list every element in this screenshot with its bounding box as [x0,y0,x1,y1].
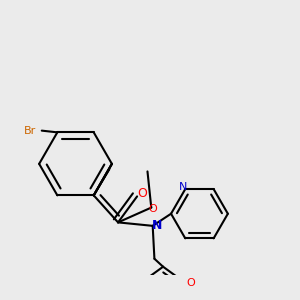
Text: Br: Br [24,126,37,136]
Text: O: O [148,204,158,214]
Text: O: O [137,187,147,200]
Text: N: N [179,182,188,192]
Text: O: O [186,278,195,288]
Text: N: N [152,219,162,232]
